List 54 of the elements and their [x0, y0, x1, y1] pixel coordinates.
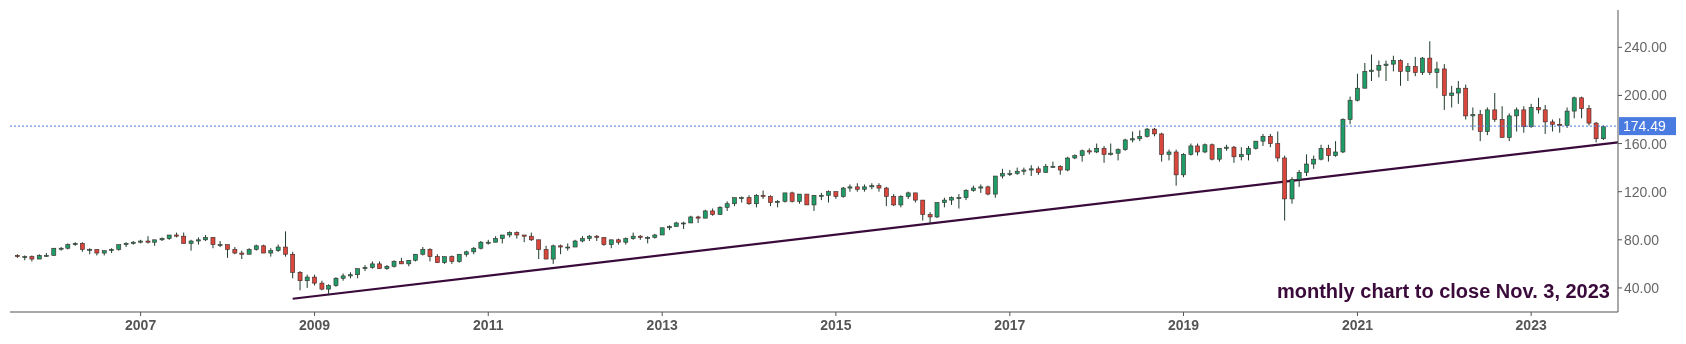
- candlestick: [1355, 73, 1360, 102]
- candlestick: [536, 239, 542, 260]
- candlestick: [188, 239, 194, 252]
- x-tick-label: 2015: [820, 317, 852, 333]
- candlestick: [1499, 105, 1505, 139]
- candlestick: [297, 270, 303, 291]
- candlestick: [992, 175, 998, 199]
- candlestick: [1564, 106, 1570, 129]
- x-tick-label: 2023: [1515, 317, 1547, 333]
- candlestick: [362, 264, 368, 272]
- y-tick-label: 240.00: [1624, 39, 1668, 56]
- candlestick: [283, 230, 288, 258]
- candlestick: [1181, 152, 1186, 178]
- candlestick: [1542, 104, 1548, 135]
- x-tick-label: 2017: [994, 317, 1026, 333]
- candlestick: [1434, 61, 1440, 89]
- candlestick: [1456, 80, 1461, 105]
- candlestick: [159, 236, 165, 242]
- x-tick-label: 2021: [1341, 317, 1374, 333]
- candlestick: [1159, 132, 1164, 163]
- x-tick-label: 2019: [1167, 317, 1200, 333]
- y-tick-label: 200.00: [1624, 87, 1668, 104]
- candlestick: [695, 215, 701, 224]
- candlestick: [1521, 105, 1527, 134]
- candlestick: [920, 199, 926, 222]
- y-tick-label: 40.00: [1624, 279, 1660, 296]
- y-tick-label: 160.00: [1624, 135, 1668, 152]
- annotation: monthly chart to close Nov. 3, 2023: [1276, 280, 1610, 302]
- ref-line-label: 174.49: [1623, 118, 1667, 135]
- candlestick: [1514, 106, 1519, 133]
- candlestick: [1485, 106, 1490, 136]
- candlestick: [1398, 58, 1403, 87]
- candlestick: [1405, 62, 1411, 82]
- candlestick: [876, 182, 882, 193]
- y-tick-label: 120.00: [1624, 183, 1668, 200]
- candlestick: [1050, 161, 1056, 169]
- candlestick: [1115, 147, 1121, 161]
- x-tick-label: 2007: [125, 317, 157, 333]
- candlestick: [1449, 85, 1455, 108]
- candlestick: [1477, 109, 1483, 142]
- candlestick: [1275, 131, 1281, 163]
- candlestick: [123, 241, 129, 248]
- x-tick-label: 2013: [646, 317, 678, 333]
- candlestick: [1528, 103, 1534, 129]
- candlestick: [1506, 112, 1512, 142]
- x-tick-label: 2009: [298, 317, 331, 333]
- candlestick: [1470, 106, 1476, 131]
- candlestick: [1304, 153, 1309, 177]
- x-tick-label: 2011: [473, 317, 504, 333]
- candlestick: [1412, 56, 1418, 77]
- candlestick: [290, 251, 295, 279]
- y-tick-label: 80.00: [1624, 231, 1660, 248]
- candlestick: [1492, 92, 1498, 123]
- candlestick: [1427, 40, 1433, 76]
